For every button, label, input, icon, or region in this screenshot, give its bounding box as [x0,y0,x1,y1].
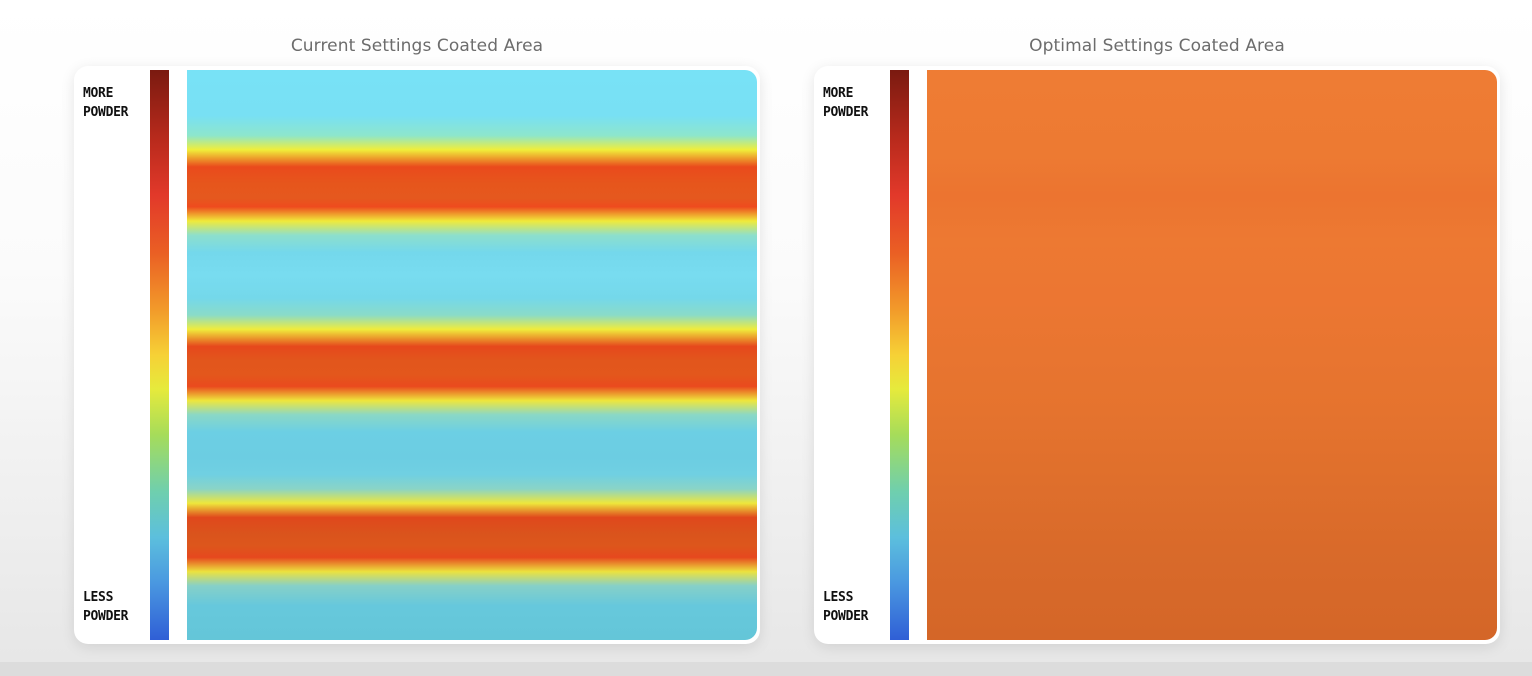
current-settings-title: Current Settings Coated Area [290,36,544,56]
more-label-line1: MORE [83,86,114,101]
less-label-line1: LESS [83,590,114,605]
bottom-strip [0,662,1532,676]
powder-colorbar [150,70,169,640]
less-powder-label: LESS POWDER [83,588,128,626]
optimal-settings-title: Optimal Settings Coated Area [1029,36,1285,56]
more-powder-label: MORE POWDER [83,84,128,122]
less-label-line2: POWDER [823,609,869,624]
more-label-line1: MORE [823,86,854,101]
more-label-line2: POWDER [83,105,129,120]
more-label-line2: POWDER [823,105,869,120]
more-powder-label: MORE POWDER [823,84,868,122]
powder-colorbar [890,70,909,640]
less-label-line1: LESS [823,590,854,605]
less-powder-label: LESS POWDER [823,588,868,626]
less-label-line2: POWDER [83,609,129,624]
current-coating-heatmap [187,70,757,640]
current-settings-card: MORE POWDER LESS POWDER [74,66,760,644]
optimal-settings-card: MORE POWDER LESS POWDER [814,66,1500,644]
optimal-coating-heatmap [927,70,1497,640]
